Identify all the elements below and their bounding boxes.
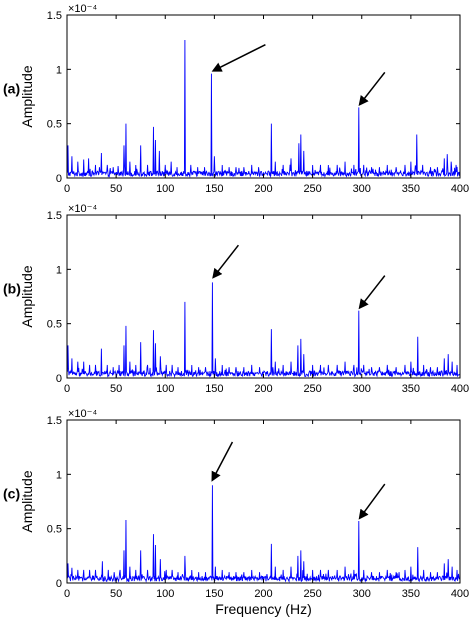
x-tick-label: 200 (254, 183, 272, 195)
x-tick-label: 350 (402, 183, 420, 195)
annotation-arrow (358, 71, 386, 106)
spectrum-line-3 (66, 485, 461, 583)
x-tick-label: 400 (451, 183, 469, 195)
x-tick-label: 0 (64, 383, 70, 395)
panels-container: 0 50 100 150 200 250 300 350 40000.511.5×10⁻⁴Amp… (3, 3, 469, 617)
x-tick-label: 250 (303, 588, 321, 600)
y-tick-label: 1 (56, 64, 62, 76)
y-exponent-label: ×10⁻⁴ (68, 203, 97, 215)
x-tick-label: 150 (205, 383, 223, 395)
x-tick-label: 100 (156, 183, 174, 195)
x-tick-label: 200 (254, 588, 272, 600)
panel-label: (a) (3, 81, 20, 97)
annotation-arrow (211, 44, 266, 72)
x-tick-label: 50 (110, 588, 122, 600)
panel-2: 0 50 100 150 200 250 300 350 400 0 0.5 1 1.5 ×10⁻⁴ Amp… (3, 203, 469, 395)
y-tick-label: 1.5 (47, 210, 62, 222)
y-tick-label: 1 (56, 469, 62, 481)
x-tick-label: 350 (402, 588, 420, 600)
panel-label: (b) (3, 281, 21, 297)
x-tick-label: 400 (451, 588, 469, 600)
x-tick-label: 100 (156, 383, 174, 395)
y-tick-label: 0 (56, 578, 62, 590)
x-tick-label: 400 (451, 383, 469, 395)
y-axis-label: Amplitude (19, 265, 35, 327)
y-tick-label: 1 (56, 264, 62, 276)
x-tick-label: 300 (353, 183, 371, 195)
y-tick-label: 0.5 (47, 119, 62, 131)
x-tick-label: 0 (64, 588, 70, 600)
annotation-arrow (358, 275, 386, 310)
annotation-arrow (211, 441, 234, 482)
y-tick-label: 1.5 (47, 415, 62, 427)
y-axis-label: Amplitude (19, 65, 35, 127)
x-tick-label: 150 (205, 183, 223, 195)
panel-1: 0 50 100 150 200 250 300 350 400 0 0.5 1 1.5 ×10⁻⁴ Amp… (3, 3, 469, 195)
annotation-arrow (358, 483, 386, 520)
x-tick-label: 50 (110, 183, 122, 195)
y-tick-label: 0.5 (47, 319, 62, 331)
x-tick-label: 50 (110, 383, 122, 395)
x-tick-label: 200 (254, 383, 272, 395)
spectrum-line-1 (66, 39, 461, 178)
y-tick-label: 0 (56, 173, 62, 185)
x-tick-label: 250 (303, 183, 321, 195)
x-tick-label: 0 (64, 183, 70, 195)
y-tick-label: 0 (56, 373, 62, 385)
spectrum-line-2 (66, 282, 461, 378)
panel-label: (c) (3, 486, 20, 502)
y-axis-label: Amplitude (19, 470, 35, 532)
panel-3: 0 50 100 150 200 250 300 350 400 0 0.5 1 1.5 ×10⁻⁴ Amp… (3, 408, 469, 617)
x-tick-label: 350 (402, 383, 420, 395)
x-tick-label: 250 (303, 383, 321, 395)
y-tick-label: 0.5 (47, 524, 62, 536)
x-tick-label: 150 (205, 588, 223, 600)
y-tick-label: 1.5 (47, 10, 62, 22)
x-axis-label: Frequency (Hz) (215, 601, 311, 617)
x-tick-label: 300 (353, 383, 371, 395)
y-exponent-label: ×10⁻⁴ (68, 3, 97, 15)
y-exponent-label: ×10⁻⁴ (68, 408, 97, 420)
annotation-arrow (212, 244, 240, 279)
x-tick-label: 300 (353, 588, 371, 600)
x-tick-label: 100 (156, 588, 174, 600)
